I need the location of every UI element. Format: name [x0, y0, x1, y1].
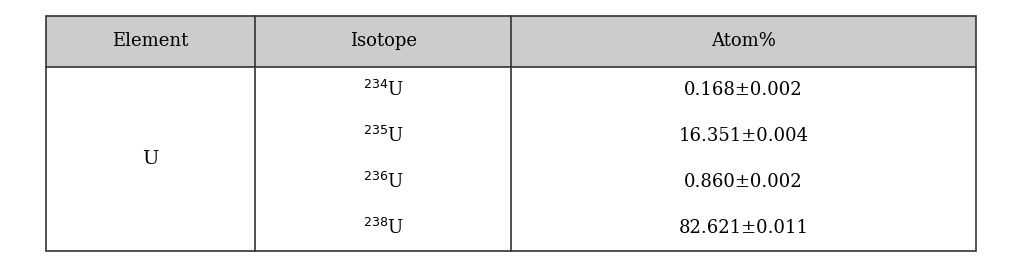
Bar: [46, 16, 976, 66]
Text: 82.621±0.011: 82.621±0.011: [679, 219, 808, 237]
Text: $^{235}$U: $^{235}$U: [363, 126, 404, 146]
Bar: [46, 66, 976, 251]
Text: Atom%: Atom%: [711, 32, 776, 50]
Text: $^{236}$U: $^{236}$U: [363, 172, 404, 192]
Text: Element: Element: [112, 32, 189, 50]
Text: 0.168±0.002: 0.168±0.002: [684, 81, 803, 99]
Bar: [46, 16, 976, 251]
Text: $^{234}$U: $^{234}$U: [363, 80, 404, 100]
Text: $^{238}$U: $^{238}$U: [363, 218, 404, 238]
Text: 16.351±0.004: 16.351±0.004: [679, 127, 808, 145]
Text: Isotope: Isotope: [350, 32, 417, 50]
Text: 0.860±0.002: 0.860±0.002: [684, 173, 803, 191]
Text: U: U: [142, 150, 158, 168]
